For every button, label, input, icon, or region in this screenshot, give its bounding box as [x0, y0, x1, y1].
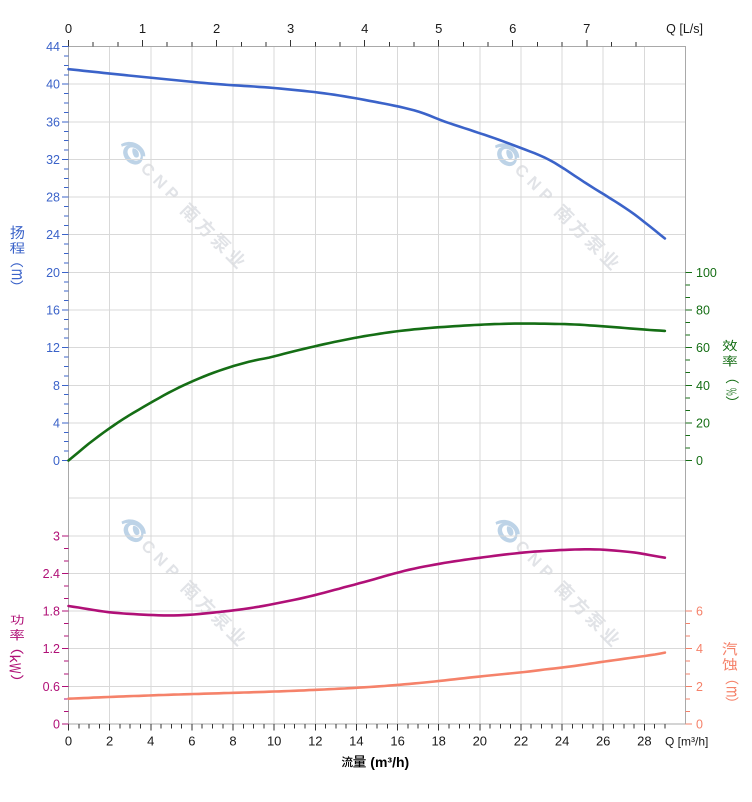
- svg-text:8: 8: [53, 379, 60, 393]
- svg-text:18: 18: [431, 734, 445, 749]
- svg-text:22: 22: [514, 734, 528, 749]
- svg-text:16: 16: [46, 304, 60, 318]
- svg-text:4: 4: [147, 734, 154, 749]
- svg-text:1.8: 1.8: [43, 605, 60, 619]
- svg-text:(m³/h): (m³/h): [370, 754, 409, 770]
- svg-text:6: 6: [696, 605, 703, 619]
- svg-text:0: 0: [696, 454, 703, 468]
- svg-text:2: 2: [106, 734, 113, 749]
- svg-text:44: 44: [46, 40, 60, 54]
- svg-text:4: 4: [361, 21, 368, 36]
- svg-text:6: 6: [509, 21, 516, 36]
- svg-text:2: 2: [696, 680, 703, 694]
- svg-text:26: 26: [596, 734, 610, 749]
- svg-text:7: 7: [583, 21, 590, 36]
- svg-text:Q [m³/h]: Q [m³/h]: [665, 735, 708, 749]
- svg-text:0: 0: [65, 21, 72, 36]
- svg-text:4: 4: [53, 416, 60, 430]
- svg-text:8: 8: [229, 734, 236, 749]
- svg-text:0: 0: [53, 717, 60, 731]
- svg-text:6: 6: [188, 734, 195, 749]
- svg-text:4: 4: [696, 642, 703, 656]
- svg-text:24: 24: [46, 228, 60, 242]
- svg-text:24: 24: [555, 734, 569, 749]
- svg-text:0: 0: [696, 717, 703, 731]
- svg-text:0.6: 0.6: [43, 680, 60, 694]
- svg-text:12: 12: [46, 341, 60, 355]
- svg-text:10: 10: [267, 734, 281, 749]
- svg-text:3: 3: [53, 529, 60, 543]
- svg-text:16: 16: [390, 734, 404, 749]
- svg-text:14: 14: [349, 734, 363, 749]
- svg-text:12: 12: [308, 734, 322, 749]
- svg-text:40: 40: [46, 78, 60, 92]
- svg-text:20: 20: [46, 266, 60, 280]
- svg-text:28: 28: [637, 734, 651, 749]
- svg-text:60: 60: [696, 341, 710, 355]
- svg-text:0: 0: [65, 734, 72, 749]
- svg-text:28: 28: [46, 191, 60, 205]
- svg-text:20: 20: [473, 734, 487, 749]
- svg-text:Q [L/s]: Q [L/s]: [666, 22, 703, 36]
- svg-text:40: 40: [696, 379, 710, 393]
- svg-text:2: 2: [213, 21, 220, 36]
- svg-text:0: 0: [53, 454, 60, 468]
- svg-text:5: 5: [435, 21, 442, 36]
- svg-text:2.4: 2.4: [43, 567, 60, 581]
- svg-text:100: 100: [696, 266, 717, 280]
- svg-text:3: 3: [287, 21, 294, 36]
- svg-text:1: 1: [139, 21, 146, 36]
- svg-text:20: 20: [696, 416, 710, 430]
- svg-text:32: 32: [46, 153, 60, 167]
- svg-text:1.2: 1.2: [43, 642, 60, 656]
- svg-text:36: 36: [46, 115, 60, 129]
- svg-text:80: 80: [696, 304, 710, 318]
